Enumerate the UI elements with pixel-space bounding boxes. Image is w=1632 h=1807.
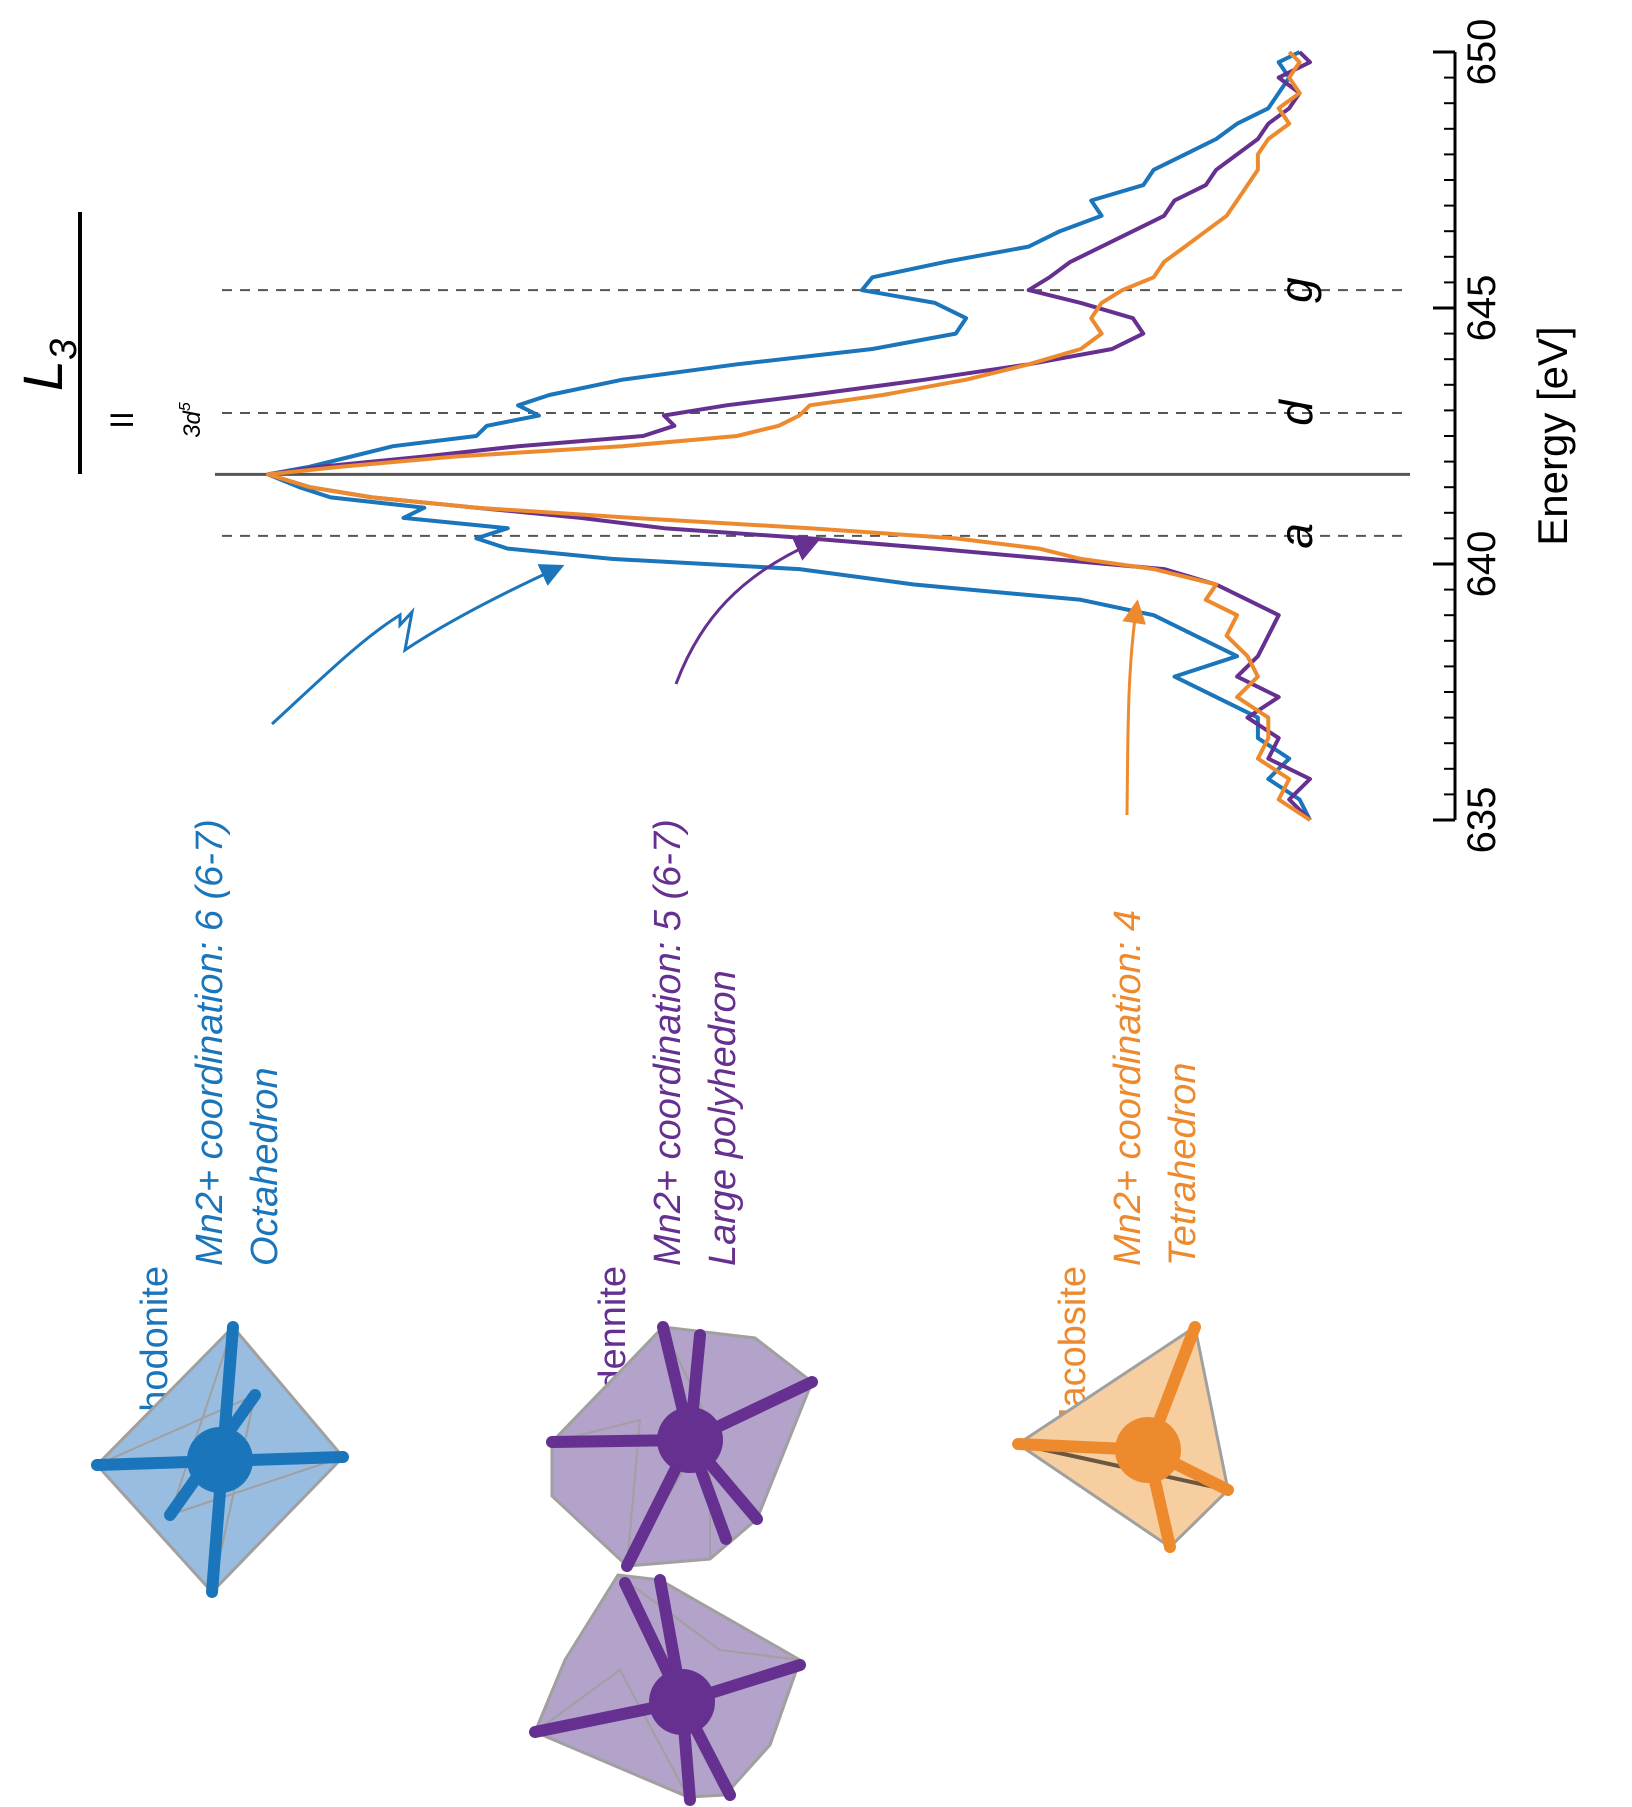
x-tick-label-group: 640 [1460, 531, 1504, 598]
reference-line-label: a [1270, 523, 1322, 549]
jacobsite-polyhedron: Tetrahedron [1162, 1062, 1204, 1266]
jacobsite-coordination: Mn2+ coordination: 4 [1107, 910, 1149, 1266]
config-numeral: II [104, 411, 140, 429]
reference-line-label-group: d [1270, 399, 1322, 426]
x-tick-label-group: 650 [1460, 19, 1504, 86]
config-label: 3d5 [177, 402, 206, 438]
octahedron-icon [91, 1321, 349, 1598]
series-line-rhodonite [266, 50, 1312, 821]
rhodonite-arrow [270, 564, 565, 726]
ardennite-coordination: Mn2+ coordination: 5 (6-7) [647, 819, 689, 1266]
spectra-lines [266, 50, 1312, 822]
jacobsite-arrow [1122, 599, 1146, 816]
large-polyhedron-icon [546, 1321, 818, 1572]
config-label-group: 3d5 [177, 402, 206, 438]
reference-lines: a d g [215, 277, 1410, 549]
rhodonite-annotation: Rhodonite Mn2+ coordination: 6 (6-7) Oct… [134, 819, 286, 1439]
edge-label: L3 [11, 339, 85, 391]
reference-line-label: g [1270, 277, 1322, 303]
rhodonite-polyhedron: Octahedron [244, 1067, 286, 1266]
reference-line-label-group: a [1270, 523, 1322, 549]
ardennite-polyhedron: Large polyhedron [702, 970, 744, 1266]
x-tick-label-group: 635 [1460, 787, 1504, 854]
reference-line-label-group: g [1270, 277, 1322, 303]
x-tick-label: 650 [1460, 19, 1504, 86]
ardennite-annotation: As-Ardennite Mn2+ coordination: 5 (6-7) … [592, 819, 744, 1485]
x-tick-label: 640 [1460, 531, 1504, 598]
series-line-jacobsite [266, 50, 1312, 822]
large-polyhedron-alt-icon [529, 1573, 806, 1806]
x-axis-label-group: Energy [eV] [1529, 326, 1576, 545]
x-tick-label-group: 645 [1460, 275, 1504, 342]
rhodonite-coordination: Mn2+ coordination: 6 (6-7) [189, 819, 231, 1266]
x-axis: 635 640 645 650 Energy [eV] [1433, 19, 1576, 854]
x-tick-label: 635 [1460, 787, 1504, 854]
edge-label-group: L3 [11, 339, 85, 391]
config-numeral-group: II [104, 411, 140, 429]
x-axis-label: Energy [eV] [1529, 326, 1576, 545]
tetrahedron-icon [1012, 1321, 1234, 1553]
x-tick-label: 645 [1460, 275, 1504, 342]
ardennite-arrow [674, 538, 820, 685]
jacobsite-annotation: Jacobsite Mn2+ coordination: 4 Tetrahedr… [1052, 910, 1204, 1427]
reference-line-label: d [1270, 399, 1322, 426]
series-line-ardennite [266, 50, 1312, 822]
